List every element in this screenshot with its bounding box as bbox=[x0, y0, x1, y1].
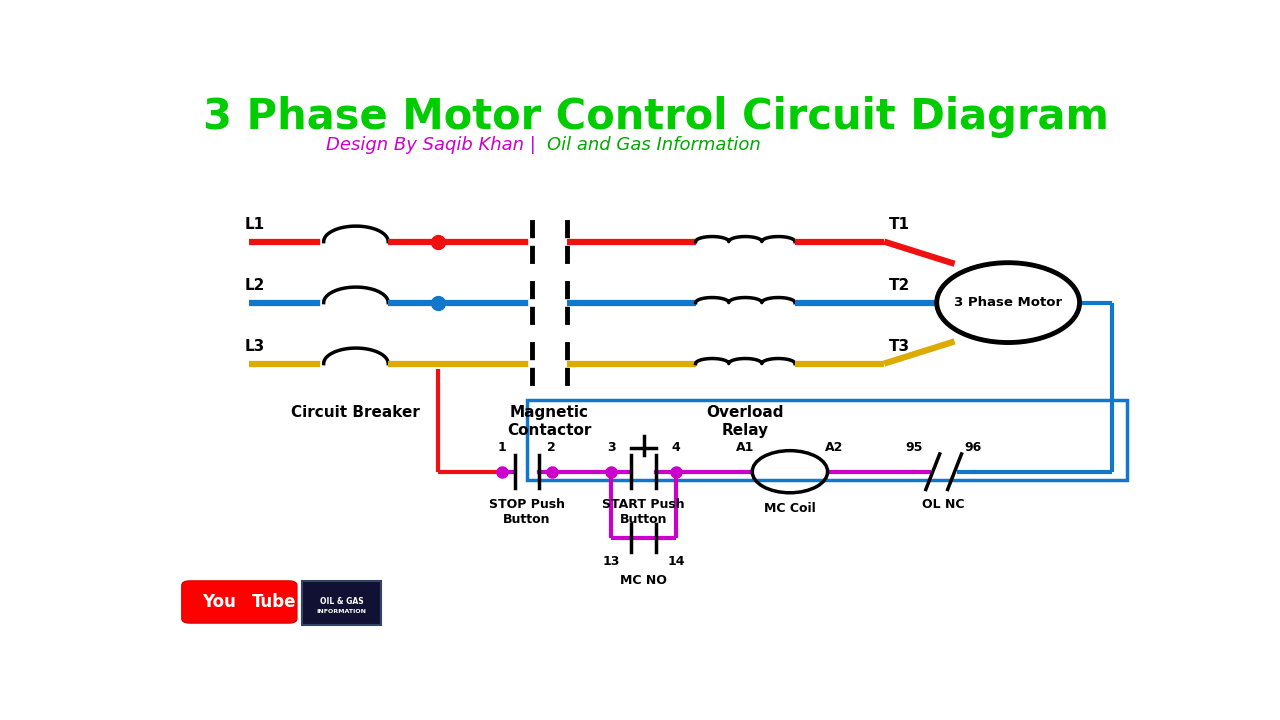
Text: T1: T1 bbox=[890, 217, 910, 232]
Text: L1: L1 bbox=[244, 217, 265, 232]
Text: STOP Push
Button: STOP Push Button bbox=[489, 498, 564, 526]
Text: OIL & GAS: OIL & GAS bbox=[320, 598, 364, 606]
Text: L3: L3 bbox=[244, 338, 265, 354]
Text: 2: 2 bbox=[548, 441, 557, 454]
Text: 3: 3 bbox=[607, 441, 616, 454]
Text: Magnetic
Contactor: Magnetic Contactor bbox=[507, 405, 591, 438]
Text: MC Coil: MC Coil bbox=[764, 503, 815, 516]
Text: 13: 13 bbox=[603, 555, 620, 568]
Text: A1: A1 bbox=[736, 441, 754, 454]
Text: INFORMATION: INFORMATION bbox=[316, 609, 366, 614]
Text: 1: 1 bbox=[498, 441, 507, 454]
Text: Overload
Relay: Overload Relay bbox=[707, 405, 785, 438]
Text: Tube: Tube bbox=[252, 593, 297, 611]
Text: 96: 96 bbox=[965, 441, 982, 454]
Text: OL NC: OL NC bbox=[923, 498, 965, 511]
Text: Circuit Breaker: Circuit Breaker bbox=[292, 405, 420, 420]
Text: 95: 95 bbox=[905, 441, 923, 454]
FancyBboxPatch shape bbox=[182, 581, 297, 623]
Text: T3: T3 bbox=[890, 338, 910, 354]
Text: MC NO: MC NO bbox=[621, 575, 667, 588]
Text: 14: 14 bbox=[667, 555, 685, 568]
Text: 3 Phase Motor Control Circuit Diagram: 3 Phase Motor Control Circuit Diagram bbox=[204, 96, 1108, 138]
Text: You: You bbox=[202, 593, 236, 611]
Text: Oil and Gas Information: Oil and Gas Information bbox=[547, 135, 760, 153]
FancyBboxPatch shape bbox=[302, 581, 381, 625]
Text: L2: L2 bbox=[244, 278, 265, 292]
Text: START Push
Button: START Push Button bbox=[603, 498, 685, 526]
Text: T2: T2 bbox=[890, 278, 910, 292]
Text: A2: A2 bbox=[826, 441, 844, 454]
Text: 3 Phase Motor: 3 Phase Motor bbox=[954, 296, 1062, 309]
Text: 4: 4 bbox=[672, 441, 680, 454]
Text: Design By Saqib Khan |: Design By Saqib Khan | bbox=[326, 135, 541, 153]
